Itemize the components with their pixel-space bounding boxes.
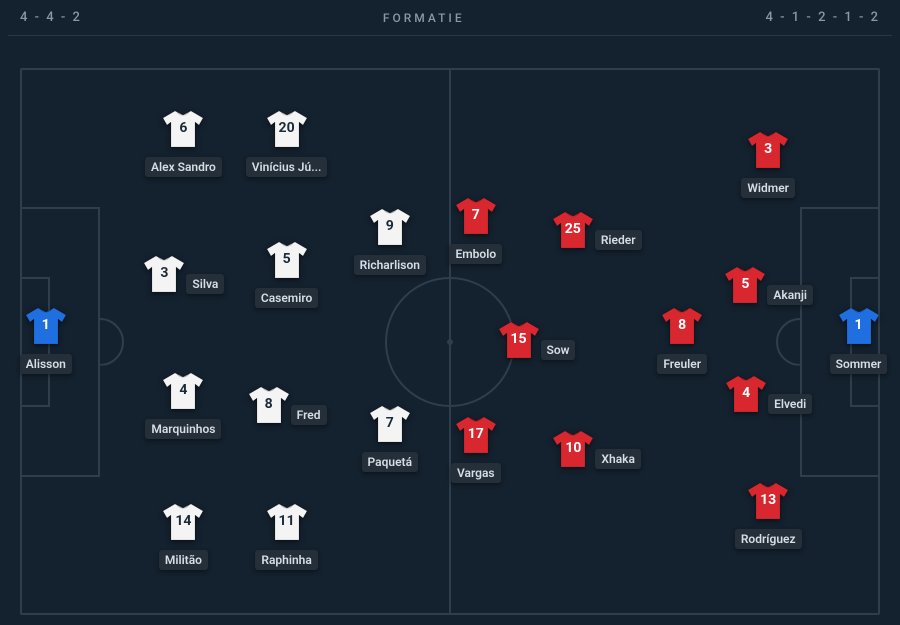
shirt-icon: 3: [746, 130, 790, 170]
player-away_f1[interactable]: 7 Embolo: [430, 196, 522, 268]
shirt-icon: 13: [746, 481, 790, 521]
player-number: 25: [551, 221, 595, 237]
home-formation-label: 4 - 4 - 2: [20, 10, 82, 25]
shirt-icon: 8: [247, 385, 291, 425]
shirt-icon: 10: [551, 429, 595, 469]
player-number: 15: [497, 331, 541, 347]
shirt-icon: 8: [660, 306, 704, 346]
shirt-icon: 5: [265, 240, 309, 280]
player-number: 14: [161, 513, 205, 529]
shirt-icon: 4: [161, 371, 205, 411]
pitch: 1Alisson6Alex Sandro3Silva4Marquinhos14M…: [20, 68, 880, 615]
player-number: 1: [24, 317, 68, 333]
header-divider: [8, 35, 892, 36]
shirt-icon: 6: [161, 109, 205, 149]
player-name-label: Casemiro: [255, 288, 318, 308]
shirt-icon: 17: [454, 415, 498, 455]
player-name-label: Raphinha: [255, 550, 317, 570]
player-number: 7: [454, 207, 498, 223]
shirt-icon: 1: [837, 306, 881, 346]
player-name-label: Rodríguez: [735, 529, 802, 549]
player-away_f2[interactable]: 17 Vargas: [430, 415, 522, 487]
player-home_m1[interactable]: 20 Vinícius Jú...: [241, 109, 333, 181]
player-name-label: Embolo: [449, 244, 502, 264]
player-number: 5: [265, 251, 309, 267]
player-home_d4[interactable]: 14 Militão: [137, 502, 229, 574]
player-name-label: Sow: [541, 340, 576, 360]
player-number: 6: [161, 120, 205, 136]
player-away_d4[interactable]: 13 Rodríguez: [722, 481, 814, 553]
formation-view: 4 - 4 - 2 FORMATIE 4 - 1 - 2 - 1 - 2 1 Al…: [0, 0, 900, 625]
player-home_d2[interactable]: 3Silva: [137, 254, 229, 298]
player-number: 3: [142, 265, 186, 281]
header-bar: 4 - 4 - 2 FORMATIE 4 - 1 - 2 - 1 - 2: [0, 0, 900, 31]
player-away_d1[interactable]: 3 Widmer: [722, 130, 814, 202]
player-away_gk[interactable]: 1 Sommer: [813, 306, 900, 378]
player-home_m4[interactable]: 11 Raphinha: [241, 502, 333, 574]
shirt-icon: 25: [551, 210, 595, 250]
player-name-label: Vargas: [451, 463, 501, 483]
player-name-label: Sommer: [830, 354, 888, 374]
player-home_m2[interactable]: 5 Casemiro: [241, 240, 333, 312]
player-away_d2[interactable]: 5Akanji: [722, 265, 814, 309]
player-home_f2[interactable]: 7 Paquetá: [344, 404, 436, 476]
player-name-label: Fred: [291, 405, 327, 425]
player-number: 10: [551, 440, 595, 456]
shirt-icon: 1: [24, 306, 68, 346]
player-name-label: Elvedi: [768, 394, 812, 414]
shirt-icon: 15: [497, 320, 541, 360]
player-away_dm[interactable]: 8 Freuler: [636, 306, 728, 378]
shirt-icon: 11: [265, 502, 309, 542]
player-number: 4: [161, 382, 205, 398]
player-number: 5: [723, 276, 767, 292]
player-name-label: Alisson: [20, 354, 72, 374]
shirt-icon: 9: [368, 207, 412, 247]
player-away_cm2[interactable]: 10Xhaka: [550, 429, 642, 473]
center-spot: [447, 339, 453, 345]
shirt-icon: 7: [454, 196, 498, 236]
player-name-label: Marquinhos: [145, 419, 221, 439]
player-home_d3[interactable]: 4 Marquinhos: [137, 371, 229, 443]
player-number: 7: [368, 415, 412, 431]
player-home_f1[interactable]: 9 Richarlison: [344, 207, 436, 279]
player-number: 8: [660, 317, 704, 333]
shirt-icon: 20: [265, 109, 309, 149]
player-name-label: Widmer: [741, 178, 795, 198]
away-formation-label: 4 - 1 - 2 - 1 - 2: [766, 10, 880, 25]
player-number: 20: [265, 120, 309, 136]
player-number: 4: [724, 385, 768, 401]
shirt-icon: 7: [368, 404, 412, 444]
player-number: 9: [368, 218, 412, 234]
player-away_am[interactable]: 15Sow: [490, 320, 582, 364]
player-number: 1: [837, 317, 881, 333]
player-home_d1[interactable]: 6 Alex Sandro: [137, 109, 229, 181]
player-number: 13: [746, 492, 790, 508]
shirt-icon: 5: [723, 265, 767, 305]
player-home_gk[interactable]: 1 Alisson: [0, 306, 92, 378]
player-name-label: Richarlison: [354, 255, 426, 275]
player-away_cm1[interactable]: 25Rieder: [550, 210, 642, 254]
player-name-label: Vinícius Jú...: [246, 157, 328, 177]
player-home_m3[interactable]: 8Fred: [241, 385, 333, 429]
shirt-icon: 14: [161, 502, 205, 542]
player-number: 8: [247, 396, 291, 412]
player-number: 11: [265, 513, 309, 529]
player-name-label: Rieder: [595, 230, 642, 250]
player-name-label: Militão: [159, 550, 208, 570]
player-name-label: Silva: [186, 274, 224, 294]
player-away_d3[interactable]: 4Elvedi: [722, 374, 814, 418]
player-name-label: Xhaka: [595, 449, 641, 469]
player-name-label: Freuler: [657, 354, 707, 374]
player-name-label: Alex Sandro: [145, 157, 222, 177]
header-title: FORMATIE: [383, 11, 465, 25]
player-number: 3: [746, 141, 790, 157]
player-name-label: Akanji: [767, 285, 813, 305]
player-number: 17: [454, 426, 498, 442]
shirt-icon: 4: [724, 374, 768, 414]
shirt-icon: 3: [142, 254, 186, 294]
player-name-label: Paquetá: [362, 452, 419, 472]
